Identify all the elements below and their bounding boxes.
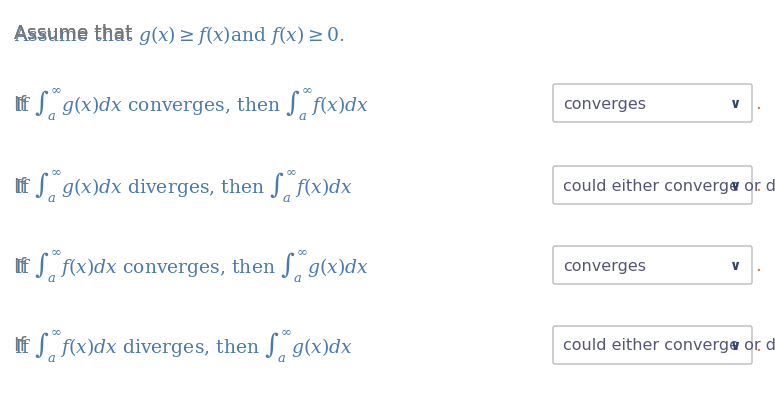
Text: converges: converges [563, 96, 646, 111]
Text: If: If [14, 256, 32, 275]
Text: Assume that: Assume that [14, 24, 139, 43]
FancyBboxPatch shape [553, 326, 752, 364]
Text: .: . [755, 177, 761, 195]
Text: ∨: ∨ [730, 97, 742, 111]
Text: If $\int_a^{\infty} g(x)dx$ converges, then $\int_a^{\infty} f(x)dx$: If $\int_a^{\infty} g(x)dx$ converges, t… [14, 85, 369, 122]
Text: Assume that $g(x) \geq f(x)$and $f(x) \geq 0.$: Assume that $g(x) \geq f(x)$and $f(x) \g… [14, 24, 345, 47]
Text: ∨: ∨ [730, 259, 742, 272]
Text: converges: converges [563, 258, 646, 273]
Text: .: . [755, 336, 761, 354]
Text: ∨: ∨ [730, 178, 742, 192]
Text: could either converge or dive: could either converge or dive [563, 178, 775, 193]
Text: If: If [14, 176, 32, 195]
FancyBboxPatch shape [553, 247, 752, 284]
Text: If $\int_a^{\infty} f(x)dx$ diverges, then $\int_a^{\infty} g(x)dx$: If $\int_a^{\infty} f(x)dx$ diverges, th… [14, 327, 353, 363]
FancyBboxPatch shape [553, 166, 752, 204]
Text: .: . [755, 256, 761, 274]
Text: .: . [755, 95, 761, 113]
Text: If: If [14, 336, 32, 355]
Text: could either converge or dive: could either converge or dive [563, 338, 775, 353]
Text: ∨: ∨ [730, 338, 742, 352]
FancyBboxPatch shape [553, 85, 752, 123]
Text: If: If [14, 94, 32, 113]
Text: Assume that: Assume that [14, 24, 139, 43]
Text: If $\int_a^{\infty} g(x)dx$ diverges, then $\int_a^{\infty} f(x)dx$: If $\int_a^{\infty} g(x)dx$ diverges, th… [14, 167, 353, 204]
Text: If $\int_a^{\infty} f(x)dx$ converges, then $\int_a^{\infty} g(x)dx$: If $\int_a^{\infty} f(x)dx$ converges, t… [14, 247, 369, 284]
